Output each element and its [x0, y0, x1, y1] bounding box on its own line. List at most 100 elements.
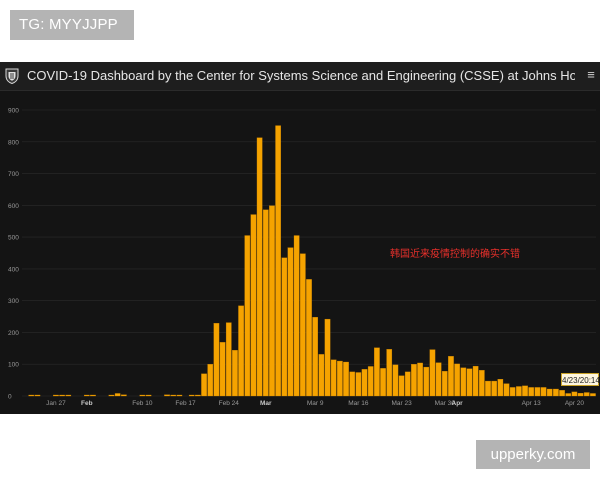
bar-mar-21[interactable]: [386, 349, 393, 397]
x-tick-label: Mar 16: [348, 400, 369, 407]
bar-apr-4[interactable]: [472, 365, 479, 397]
bar-mar-12[interactable]: [330, 359, 337, 397]
bar-apr-2[interactable]: [460, 367, 467, 397]
bar-apr-20[interactable]: [571, 391, 578, 397]
bar-feb-24[interactable]: [225, 322, 232, 397]
bar-apr-6[interactable]: [485, 380, 491, 397]
bar-mar-22[interactable]: [392, 364, 399, 397]
bar-feb-11[interactable]: [145, 394, 152, 397]
bar-mar-4[interactable]: [281, 257, 288, 397]
bar-mar-29[interactable]: [435, 362, 442, 397]
bar-apr-23[interactable]: [590, 393, 596, 397]
bar-mar-18[interactable]: [367, 366, 374, 397]
bar-apr-14[interactable]: [534, 387, 541, 397]
bars: [28, 125, 596, 397]
bar-feb-15[interactable]: [170, 394, 177, 397]
bar-mar-3[interactable]: [275, 125, 281, 397]
bar-feb-19[interactable]: [195, 394, 201, 397]
bar-apr-12[interactable]: [522, 385, 528, 397]
bar-apr-3[interactable]: [466, 368, 473, 397]
y-tick-label: 700: [8, 171, 19, 178]
bar-jan-28[interactable]: [59, 394, 65, 397]
bar-feb-25[interactable]: [232, 350, 238, 397]
x-tick-label: Feb 17: [175, 400, 196, 407]
bar-mar-6[interactable]: [293, 235, 300, 397]
y-tick-label: 500: [8, 235, 19, 242]
y-tick-label: 100: [8, 362, 19, 369]
bar-jan-23[interactable]: [28, 394, 35, 397]
bar-mar-25[interactable]: [411, 364, 417, 397]
bar-mar-2[interactable]: [269, 205, 275, 397]
bar-feb-20[interactable]: [201, 373, 207, 397]
bar-apr-15[interactable]: [540, 387, 547, 397]
grid-lines: [22, 109, 596, 397]
bar-apr-1[interactable]: [454, 363, 460, 397]
x-tick-label: Apr 20: [565, 400, 585, 407]
bar-apr-13[interactable]: [528, 387, 534, 397]
chart-annotation: 韩国近来疫情控制的确实不错: [390, 249, 520, 260]
bar-apr-9[interactable]: [503, 383, 510, 397]
bar-mar-13[interactable]: [337, 360, 343, 397]
bar-apr-11[interactable]: [516, 386, 522, 397]
page-title: COVID-19 Dashboard by the Center for Sys…: [27, 68, 575, 83]
x-tick-label: Apr: [452, 400, 464, 407]
bar-jan-27[interactable]: [53, 394, 59, 397]
bar-mar-7[interactable]: [300, 253, 306, 397]
bar-apr-8[interactable]: [497, 379, 504, 397]
bar-feb-2[interactable]: [90, 394, 96, 397]
bar-feb-21[interactable]: [207, 364, 214, 397]
bar-mar-31[interactable]: [448, 356, 454, 397]
date-tooltip: 4/23/20:14: [561, 373, 600, 386]
bar-apr-10[interactable]: [509, 387, 516, 397]
watermark: upperky.com: [476, 440, 590, 469]
bar-mar-11[interactable]: [324, 318, 331, 397]
bar-feb-16[interactable]: [176, 394, 183, 397]
bar-mar-27[interactable]: [423, 366, 430, 397]
bar-feb-14[interactable]: [164, 394, 170, 397]
bar-apr-17[interactable]: [553, 388, 559, 397]
bar-feb-26[interactable]: [238, 305, 244, 397]
bar-apr-21[interactable]: [577, 392, 584, 397]
bar-mar-5[interactable]: [287, 247, 294, 397]
bar-mar-17[interactable]: [361, 369, 368, 397]
bar-feb-23[interactable]: [219, 342, 226, 397]
bar-mar-1[interactable]: [262, 209, 269, 397]
bar-feb-29[interactable]: [256, 137, 263, 397]
bar-apr-18[interactable]: [559, 390, 565, 397]
bar-feb-10[interactable]: [139, 394, 146, 397]
x-tick-label: Mar 30: [435, 400, 456, 407]
bar-apr-5[interactable]: [479, 370, 485, 397]
bar-mar-10[interactable]: [318, 354, 325, 397]
bar-mar-16[interactable]: [355, 372, 362, 397]
menu-icon[interactable]: ≡: [587, 67, 595, 82]
bar-mar-20[interactable]: [380, 368, 386, 397]
bar-feb-1[interactable]: [84, 394, 90, 397]
bar-feb-6[interactable]: [114, 393, 121, 397]
bar-apr-16[interactable]: [546, 388, 553, 397]
bar-mar-26[interactable]: [417, 362, 423, 397]
bar-feb-22[interactable]: [213, 323, 220, 397]
bar-feb-5[interactable]: [108, 394, 115, 397]
bar-apr-19[interactable]: [565, 393, 572, 397]
bar-mar-30[interactable]: [441, 371, 448, 397]
bar-feb-18[interactable]: [188, 394, 195, 397]
bar-mar-24[interactable]: [404, 371, 411, 397]
bar-mar-8[interactable]: [306, 279, 312, 397]
bar-feb-7[interactable]: [121, 394, 127, 397]
bar-jan-24[interactable]: [34, 394, 41, 397]
x-tick-label: Mar 9: [307, 400, 324, 407]
bar-mar-28[interactable]: [429, 349, 436, 397]
bar-mar-15[interactable]: [349, 371, 356, 397]
y-tick-label: 400: [8, 266, 19, 273]
bar-mar-19[interactable]: [374, 347, 380, 397]
bar-apr-7[interactable]: [491, 380, 497, 397]
bar-mar-14[interactable]: [343, 361, 349, 397]
bar-mar-9[interactable]: [312, 317, 318, 397]
bar-mar-23[interactable]: [398, 375, 405, 397]
bar-jan-29[interactable]: [65, 394, 72, 397]
x-tick-label: Mar: [260, 400, 272, 407]
bar-apr-22[interactable]: [583, 392, 590, 397]
bar-feb-28[interactable]: [250, 214, 257, 397]
x-axis-ticks: Jan 27 Feb Feb 10 Feb 17 Feb 24 Mar Mar 9 Mar 1…: [46, 400, 584, 407]
bar-feb-27[interactable]: [244, 235, 251, 397]
